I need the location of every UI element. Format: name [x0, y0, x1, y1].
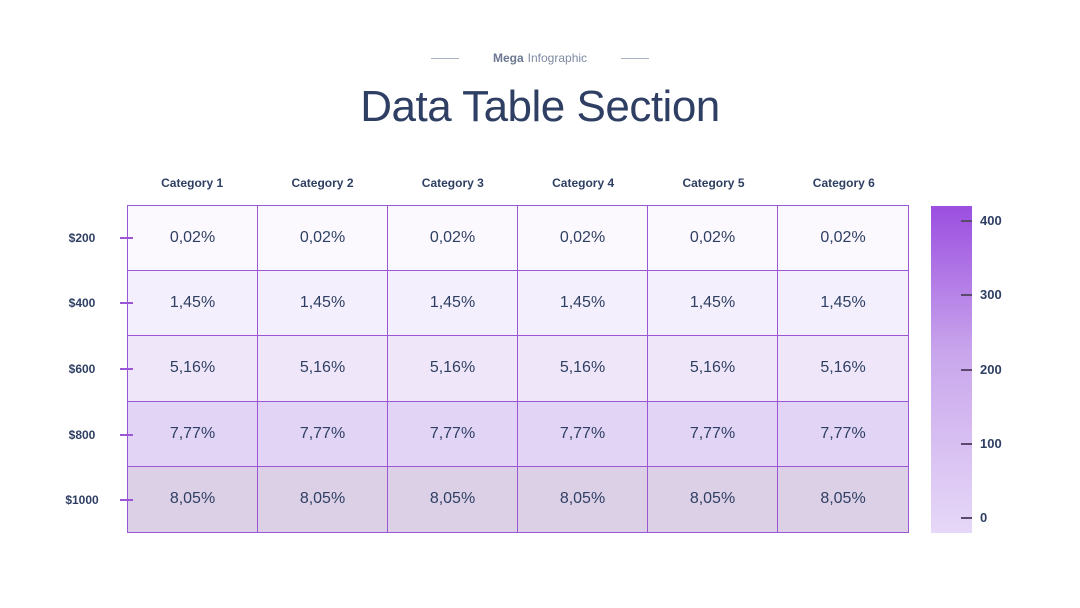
heatmap-cell: 7,77% [518, 401, 648, 467]
color-scale-label: 100 [980, 435, 1002, 451]
column-header: Category 4 [552, 176, 615, 190]
row-tick [120, 236, 133, 239]
heatmap-cell: 7,77% [388, 401, 518, 467]
page-title: Data Table Section [360, 82, 720, 131]
column-header: Category 1 [161, 176, 224, 190]
row-label: $200 [68, 230, 96, 245]
heatmap-cell: 1,45% [128, 271, 258, 337]
heatmap-cell: 5,16% [258, 336, 388, 402]
eyebrow-text: Mega Infographic [493, 51, 587, 65]
row-label: $800 [68, 427, 96, 442]
heatmap-cell: 0,02% [778, 206, 908, 272]
heatmap-cell: 8,05% [518, 466, 648, 532]
heatmap-cell: 0,02% [518, 206, 648, 272]
color-scale-label: 400 [980, 213, 1002, 228]
row-tick [120, 499, 133, 502]
heatmap-cell: 1,45% [258, 271, 388, 337]
heatmap-cell: 8,05% [258, 466, 388, 532]
heatmap-cell: 0,02% [648, 206, 778, 272]
color-scale-tick [961, 294, 972, 297]
row-label: $1000 [65, 493, 99, 508]
heatmap-cell: 7,77% [778, 401, 908, 467]
column-header: Category 6 [812, 176, 875, 190]
eyebrow-rest: Infographic [527, 51, 588, 65]
row-label: $600 [68, 362, 96, 376]
heatmap-cell: 5,16% [388, 336, 518, 402]
row-tick [120, 368, 133, 370]
heatmap-cell: 8,05% [778, 466, 908, 532]
color-scale-tick [961, 368, 972, 371]
eyebrow-right-rule [621, 57, 650, 59]
row-label: $400 [68, 296, 96, 311]
row-tick [120, 302, 133, 305]
column-header: Category 3 [421, 176, 484, 190]
heatmap-cell: 7,77% [128, 401, 258, 467]
heatmap-cell: 7,77% [648, 401, 778, 467]
heatmap-grid: 0,02% 0,02% 0,02% 0,02% 0,02% 0,02% 1,45% 1,45%… [127, 205, 909, 533]
heatmap-cell: 0,02% [388, 206, 518, 272]
heatmap-cell: 1,45% [518, 271, 648, 337]
color-scale-label: 300 [980, 287, 1002, 303]
eyebrow-bold: Mega [492, 51, 524, 65]
column-header: Category 2 [291, 176, 354, 190]
eyebrow: Mega Infographic [0, 48, 1080, 68]
color-scale-tick [961, 220, 972, 222]
column-header: Category 5 [682, 176, 745, 190]
heatmap-cell: 0,02% [128, 206, 258, 272]
row-tick [120, 433, 133, 436]
eyebrow-left-rule [430, 57, 459, 59]
color-scale-tick [961, 442, 972, 445]
heatmap-cell: 5,16% [778, 336, 908, 402]
heatmap-cell: 0,02% [258, 206, 388, 272]
heatmap-cell: 7,77% [258, 401, 388, 467]
heatmap-cell: 8,05% [648, 466, 778, 532]
heatmap-cell: 5,16% [518, 336, 648, 402]
heatmap-cell: 8,05% [388, 466, 518, 532]
heatmap-cell: 1,45% [778, 271, 908, 337]
heatmap-cell: 1,45% [388, 271, 518, 337]
heatmap-cell: 5,16% [648, 336, 778, 402]
heatmap-cell: 8,05% [128, 466, 258, 532]
heatmap-cell: 1,45% [648, 271, 778, 337]
heatmap-cell: 5,16% [128, 336, 258, 402]
color-scale-label: 200 [980, 361, 1002, 377]
color-scale-label: 0 [980, 510, 988, 525]
color-scale-tick [961, 517, 972, 519]
